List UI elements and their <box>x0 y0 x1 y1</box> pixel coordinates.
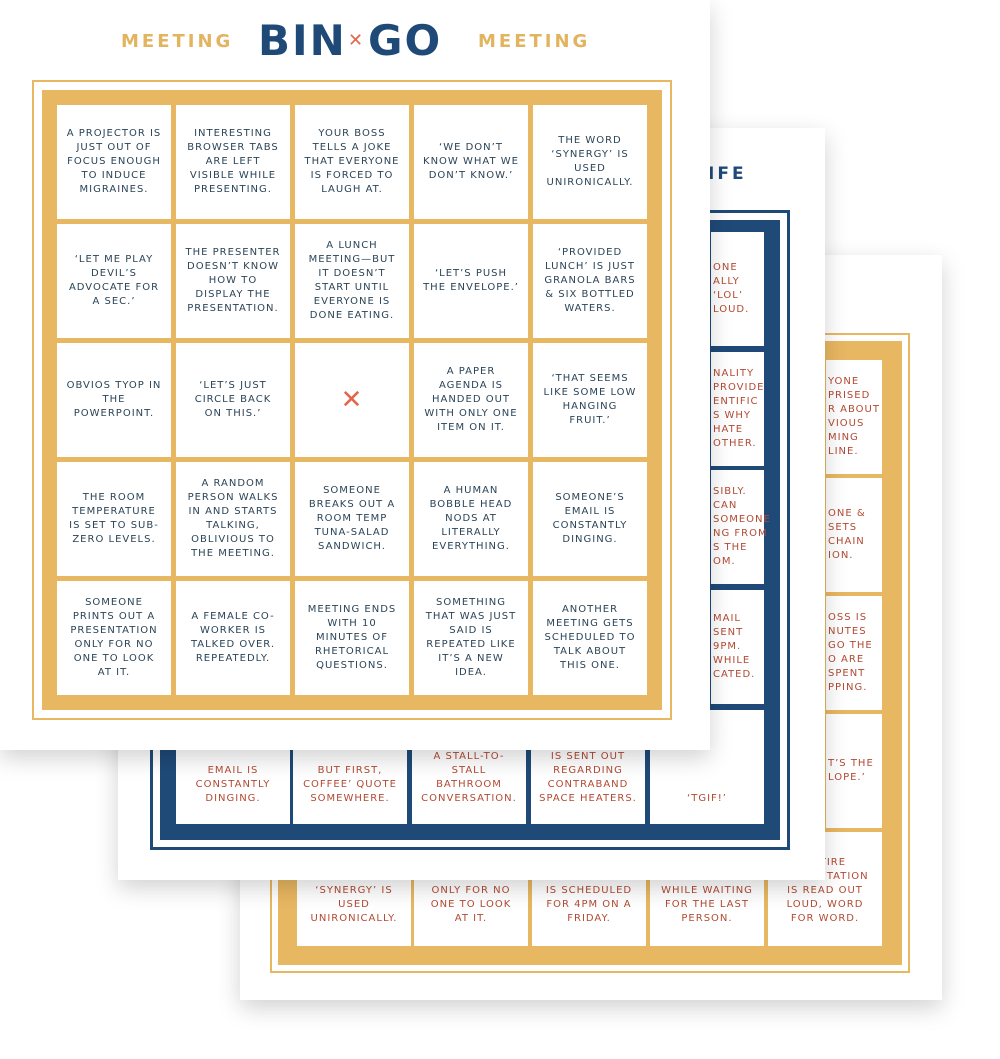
bingo-cell: MEETING ENDS WITH 10 MINUTES OF RHETORIC… <box>295 581 409 695</box>
bingo-cell: A HUMAN BOBBLE HEAD NODS AT LITERALLY EV… <box>414 462 528 576</box>
bingo-cell: ONE & SETS CHAIN ION. <box>826 478 882 592</box>
bingo-cell: A PROJECTOR IS JUST OUT OF FOCUS ENOUGH … <box>57 105 171 219</box>
bingo-cell: ‘LET’S PUSH THE ENVELOPE.’ <box>414 224 528 338</box>
bingo-cell: NALITY PROVIDE ENTIFIC S WHY HATE OTHER. <box>711 352 764 466</box>
header-left: MEETING <box>121 31 234 52</box>
title-x-icon: ✕ <box>348 30 364 51</box>
bingo-cell: YOUR BOSS TELLS A JOKE THAT EVERYONE IS … <box>295 105 409 219</box>
bingo-cell: THE ROOM TEMPERATURE IS SET TO SUB-ZERO … <box>57 462 171 576</box>
bingo-cell: A RANDOM PERSON WALKS IN AND STARTS TALK… <box>176 462 290 576</box>
bingo-cell: THE PRESENTER DOESN’T KNOW HOW TO DISPLA… <box>176 224 290 338</box>
bingo-cell: A LUNCH MEETING—BUT IT DOESN’T START UNT… <box>295 224 409 338</box>
bingo-cell: SOMETHING THAT WAS JUST SAID IS REPEATED… <box>414 581 528 695</box>
title-left: BIN <box>258 16 347 65</box>
bingo-cell: ‘LET ME PLAY DEVIL’S ADVOCATE FOR A SEC.… <box>57 224 171 338</box>
bingo-cell: T’S THE LOPE.’ <box>826 714 882 828</box>
bingo-cell: SIBLY. CAN SOMEONE NG FROM S THE OM. <box>711 470 770 584</box>
title-right: GO <box>368 16 443 65</box>
bingo-cell: ‘PROVIDED LUNCH’ IS JUST GRANOLA BARS & … <box>533 224 647 338</box>
front-card: MEETING BIN ✕ GO MEETING A PROJECTOR IS … <box>32 16 672 720</box>
bingo-cell: THE WORD ‘SYNERGY’ IS USED UNIRONICALLY. <box>533 105 647 219</box>
bingo-cell: A FEMALE CO-WORKER IS TALKED OVER. REPEA… <box>176 581 290 695</box>
bingo-cell: ‘WE DON’T KNOW WHAT WE DON’T KNOW.’ <box>414 105 528 219</box>
header-right: MEETING <box>478 31 591 52</box>
bingo-cell: SOMEONE BREAKS OUT A ROOM TEMP TUNA-SALA… <box>295 462 409 576</box>
card-title: IFE <box>708 164 747 184</box>
bingo-cell: ONE ALLY ‘LOL’ LOUD. <box>711 232 764 346</box>
bingo-cell: YONE PRISED R ABOUT VIOUS MING LINE. <box>826 360 882 474</box>
bingo-cell: SOMEONE’S EMAIL IS CONSTANTLY DINGING. <box>533 462 647 576</box>
bingo-cell: ANOTHER MEETING GETS SCHEDULED TO TALK A… <box>533 581 647 695</box>
bingo-cell: MAIL SENT 9PM. WHILE CATED. <box>711 590 764 704</box>
bingo-cell: INTERESTING BROWSER TABS ARE LEFT VISIBL… <box>176 105 290 219</box>
bingo-cell: A PAPER AGENDA IS HANDED OUT WITH ONLY O… <box>414 343 528 457</box>
bingo-cell: ‘THAT SEEMS LIKE SOME LOW HANGING FRUIT.… <box>533 343 647 457</box>
bingo-cell: ‘LET’S JUST CIRCLE BACK ON THIS.’ <box>176 343 290 457</box>
free-icon: ✕ <box>340 385 364 415</box>
bingo-cell: OBVIOS TYOP IN THE POWERPOINT. <box>57 343 171 457</box>
bingo-cell: SOMEONE PRINTS OUT A PRESENTATION ONLY F… <box>57 581 171 695</box>
frame <box>32 80 672 720</box>
bingo-cell: OSS IS NUTES GO THE O ARE SPENT PPING. <box>826 596 882 710</box>
free-cell: ✕ <box>295 343 409 457</box>
